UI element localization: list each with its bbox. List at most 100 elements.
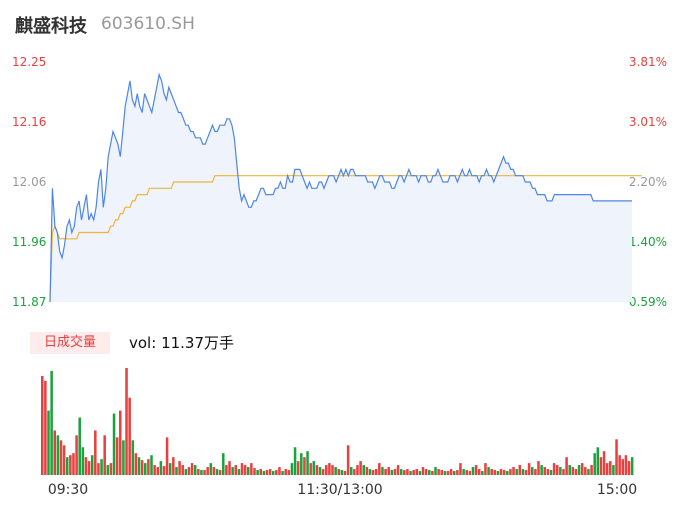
volume-bar: [590, 465, 593, 475]
volume-bar: [506, 471, 509, 475]
volume-bar: [181, 465, 184, 475]
volume-bar: [428, 470, 431, 475]
volume-bar: [421, 467, 425, 475]
volume-bar: [209, 463, 213, 475]
volume-bar: [499, 469, 503, 475]
volume-bar: [524, 470, 528, 475]
volume-bar: [197, 469, 200, 475]
volume-bar: [515, 469, 518, 475]
volume-bar: [300, 453, 303, 475]
volume-bar: [474, 465, 478, 475]
volume-bar: [278, 467, 281, 475]
volume-bar: [409, 471, 412, 475]
volume-bar: [50, 370, 53, 475]
volume-bar: [69, 455, 72, 475]
volume-bar: [580, 463, 584, 475]
volume-bar: [41, 375, 44, 475]
volume-bar: [212, 467, 216, 475]
volume-bar: [531, 467, 534, 475]
volume-bar: [259, 469, 262, 475]
volume-bar: [437, 469, 440, 475]
volume-tab[interactable]: 日成交量: [30, 332, 110, 354]
volume-bar: [318, 467, 322, 475]
volume-bar: [618, 455, 621, 475]
volume-bar: [378, 463, 381, 475]
volume-bar: [446, 471, 450, 475]
volume-bar: [97, 463, 100, 475]
volume-bar: [571, 467, 575, 475]
volume-bar: [312, 461, 316, 475]
volume-bar: [443, 471, 447, 475]
volume-bar: [537, 461, 540, 475]
volume-bar: [337, 469, 341, 475]
volume-bar: [228, 461, 231, 475]
volume-bar: [381, 467, 384, 475]
volume-bar: [56, 435, 60, 475]
volume-bar: [150, 455, 153, 475]
volume-bar: [81, 447, 85, 475]
volume-bar: [346, 445, 350, 475]
volume-bar: [262, 471, 266, 475]
volume-bar: [471, 467, 475, 475]
volume-bar: [243, 465, 247, 475]
volume-bar: [468, 471, 472, 475]
y-tick-left: 12.16: [12, 115, 46, 129]
volume-bar: [321, 469, 325, 475]
volume-bar: [549, 470, 553, 475]
volume-bar: [518, 465, 522, 475]
volume-bar: [231, 467, 234, 475]
volume-bar: [325, 465, 328, 475]
volume-bar: [487, 467, 490, 475]
volume-bar: [256, 470, 259, 475]
volume-bar: [540, 465, 543, 475]
x-tick-label: 09:30: [48, 482, 88, 498]
volume-value: 11.37万手: [161, 334, 235, 352]
volume-bar: [147, 459, 150, 475]
y-tick-right: 3.81%: [629, 55, 667, 69]
volume-bar: [371, 470, 375, 475]
volume-bar: [193, 465, 197, 475]
volume-bar: [565, 457, 568, 475]
volume-bar: [465, 470, 468, 475]
volume-bar: [162, 466, 166, 475]
x-tick-label: 11:30/13:00: [297, 482, 382, 498]
stock-code: 603610.SH: [101, 14, 195, 34]
volume-bar: [159, 461, 163, 475]
volume-bar: [365, 467, 369, 475]
volume-bar: [368, 469, 372, 475]
volume-bar: [175, 467, 178, 475]
volume-label: vol:: [129, 334, 157, 352]
volume-bar: [456, 470, 459, 475]
volume-bar: [462, 469, 465, 475]
volume-bar: [84, 457, 88, 475]
volume-bar: [612, 465, 615, 475]
volume-bar: [109, 463, 113, 475]
volume-bar: [287, 470, 291, 475]
price-chart: 12.25 12.16 12.06 11.96 11.87 3.81% 3.01% 2.20%…: [12, 55, 667, 309]
volume-bar: [615, 439, 618, 475]
volume-bar: [309, 463, 312, 475]
volume-bar: [630, 457, 634, 475]
volume-bar: [218, 470, 222, 475]
y-tick-right: 3.01%: [629, 115, 667, 129]
volume-bar: [390, 470, 394, 475]
volume-bar: [90, 455, 94, 475]
volume-bar: [584, 467, 587, 475]
volume-bar: [184, 469, 188, 475]
volume-bar: [521, 469, 525, 475]
volume-bar: [484, 463, 487, 475]
y-tick-right: 1.40%: [629, 235, 667, 249]
volume-bar: [334, 467, 337, 475]
volume-bar: [596, 447, 600, 475]
volume-bar: [431, 471, 434, 475]
volume-bar: [624, 455, 628, 475]
volume-bar: [44, 380, 47, 475]
volume-bar: [168, 463, 172, 475]
volume-bar: [200, 470, 203, 475]
volume-bar: [459, 463, 462, 475]
volume-bar: [303, 457, 306, 475]
y-tick-right: 2.20%: [629, 175, 667, 189]
volume-bar: [552, 463, 556, 475]
volume-bar: [115, 437, 119, 475]
